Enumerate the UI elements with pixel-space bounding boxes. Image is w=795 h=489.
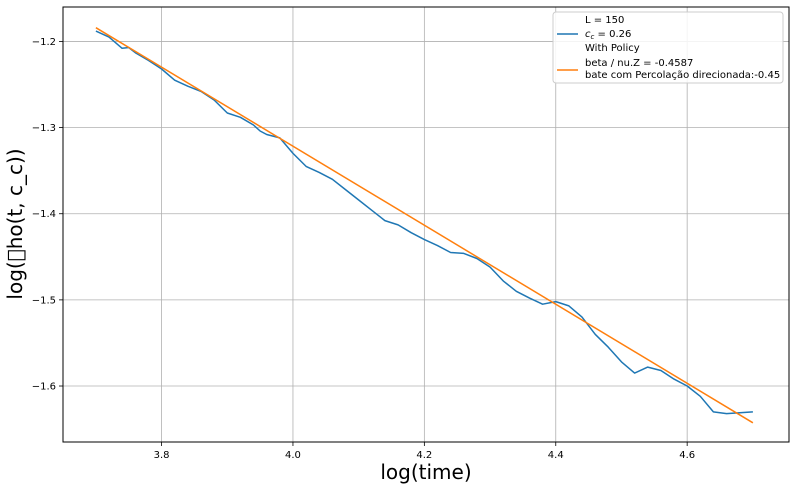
legend: L = 150 cc = 0.26 With Policy beta / nu.… — [552, 11, 784, 84]
legend-entry-cc: cc = 0.26 — [585, 29, 631, 41]
legend-entry-beta: beta / nu.Z = -0.4587 — [585, 58, 693, 69]
plot-area — [62, 6, 790, 443]
x-tick-label: 3.8 — [154, 450, 170, 461]
y-tick-label: −1.3 — [32, 123, 56, 134]
legend-box — [552, 11, 784, 84]
x-tick-label: 4.0 — [285, 450, 301, 461]
x-axis-label: log(time) — [380, 460, 471, 484]
y-tick-label: −1.6 — [32, 382, 56, 393]
series-line-fit — [95, 27, 754, 424]
x-tick-label: 4.2 — [416, 450, 432, 461]
legend-entry-policy: With Policy — [585, 43, 640, 54]
x-axis: 3.8 4.0 4.2 4.4 4.6 — [154, 442, 695, 461]
legend-entry-percolacao: bate com Percolação direcionada:-0.45 — [585, 70, 780, 81]
grid — [63, 7, 789, 442]
series-layer — [95, 27, 754, 424]
y-tick-label: −1.4 — [32, 209, 56, 220]
x-tick-label: 4.6 — [679, 450, 695, 461]
y-axis: −1.2 −1.3 −1.4 −1.5 −1.6 — [32, 37, 63, 393]
x-tick-label: 4.4 — [548, 450, 564, 461]
y-tick-label: −1.5 — [32, 295, 56, 306]
y-tick-label: −1.2 — [32, 37, 56, 48]
series-line-rho — [95, 30, 753, 415]
legend-entry-l: L = 150 — [585, 15, 624, 26]
y-axis-label: log( ho(t, c_c)) — [3, 148, 27, 299]
